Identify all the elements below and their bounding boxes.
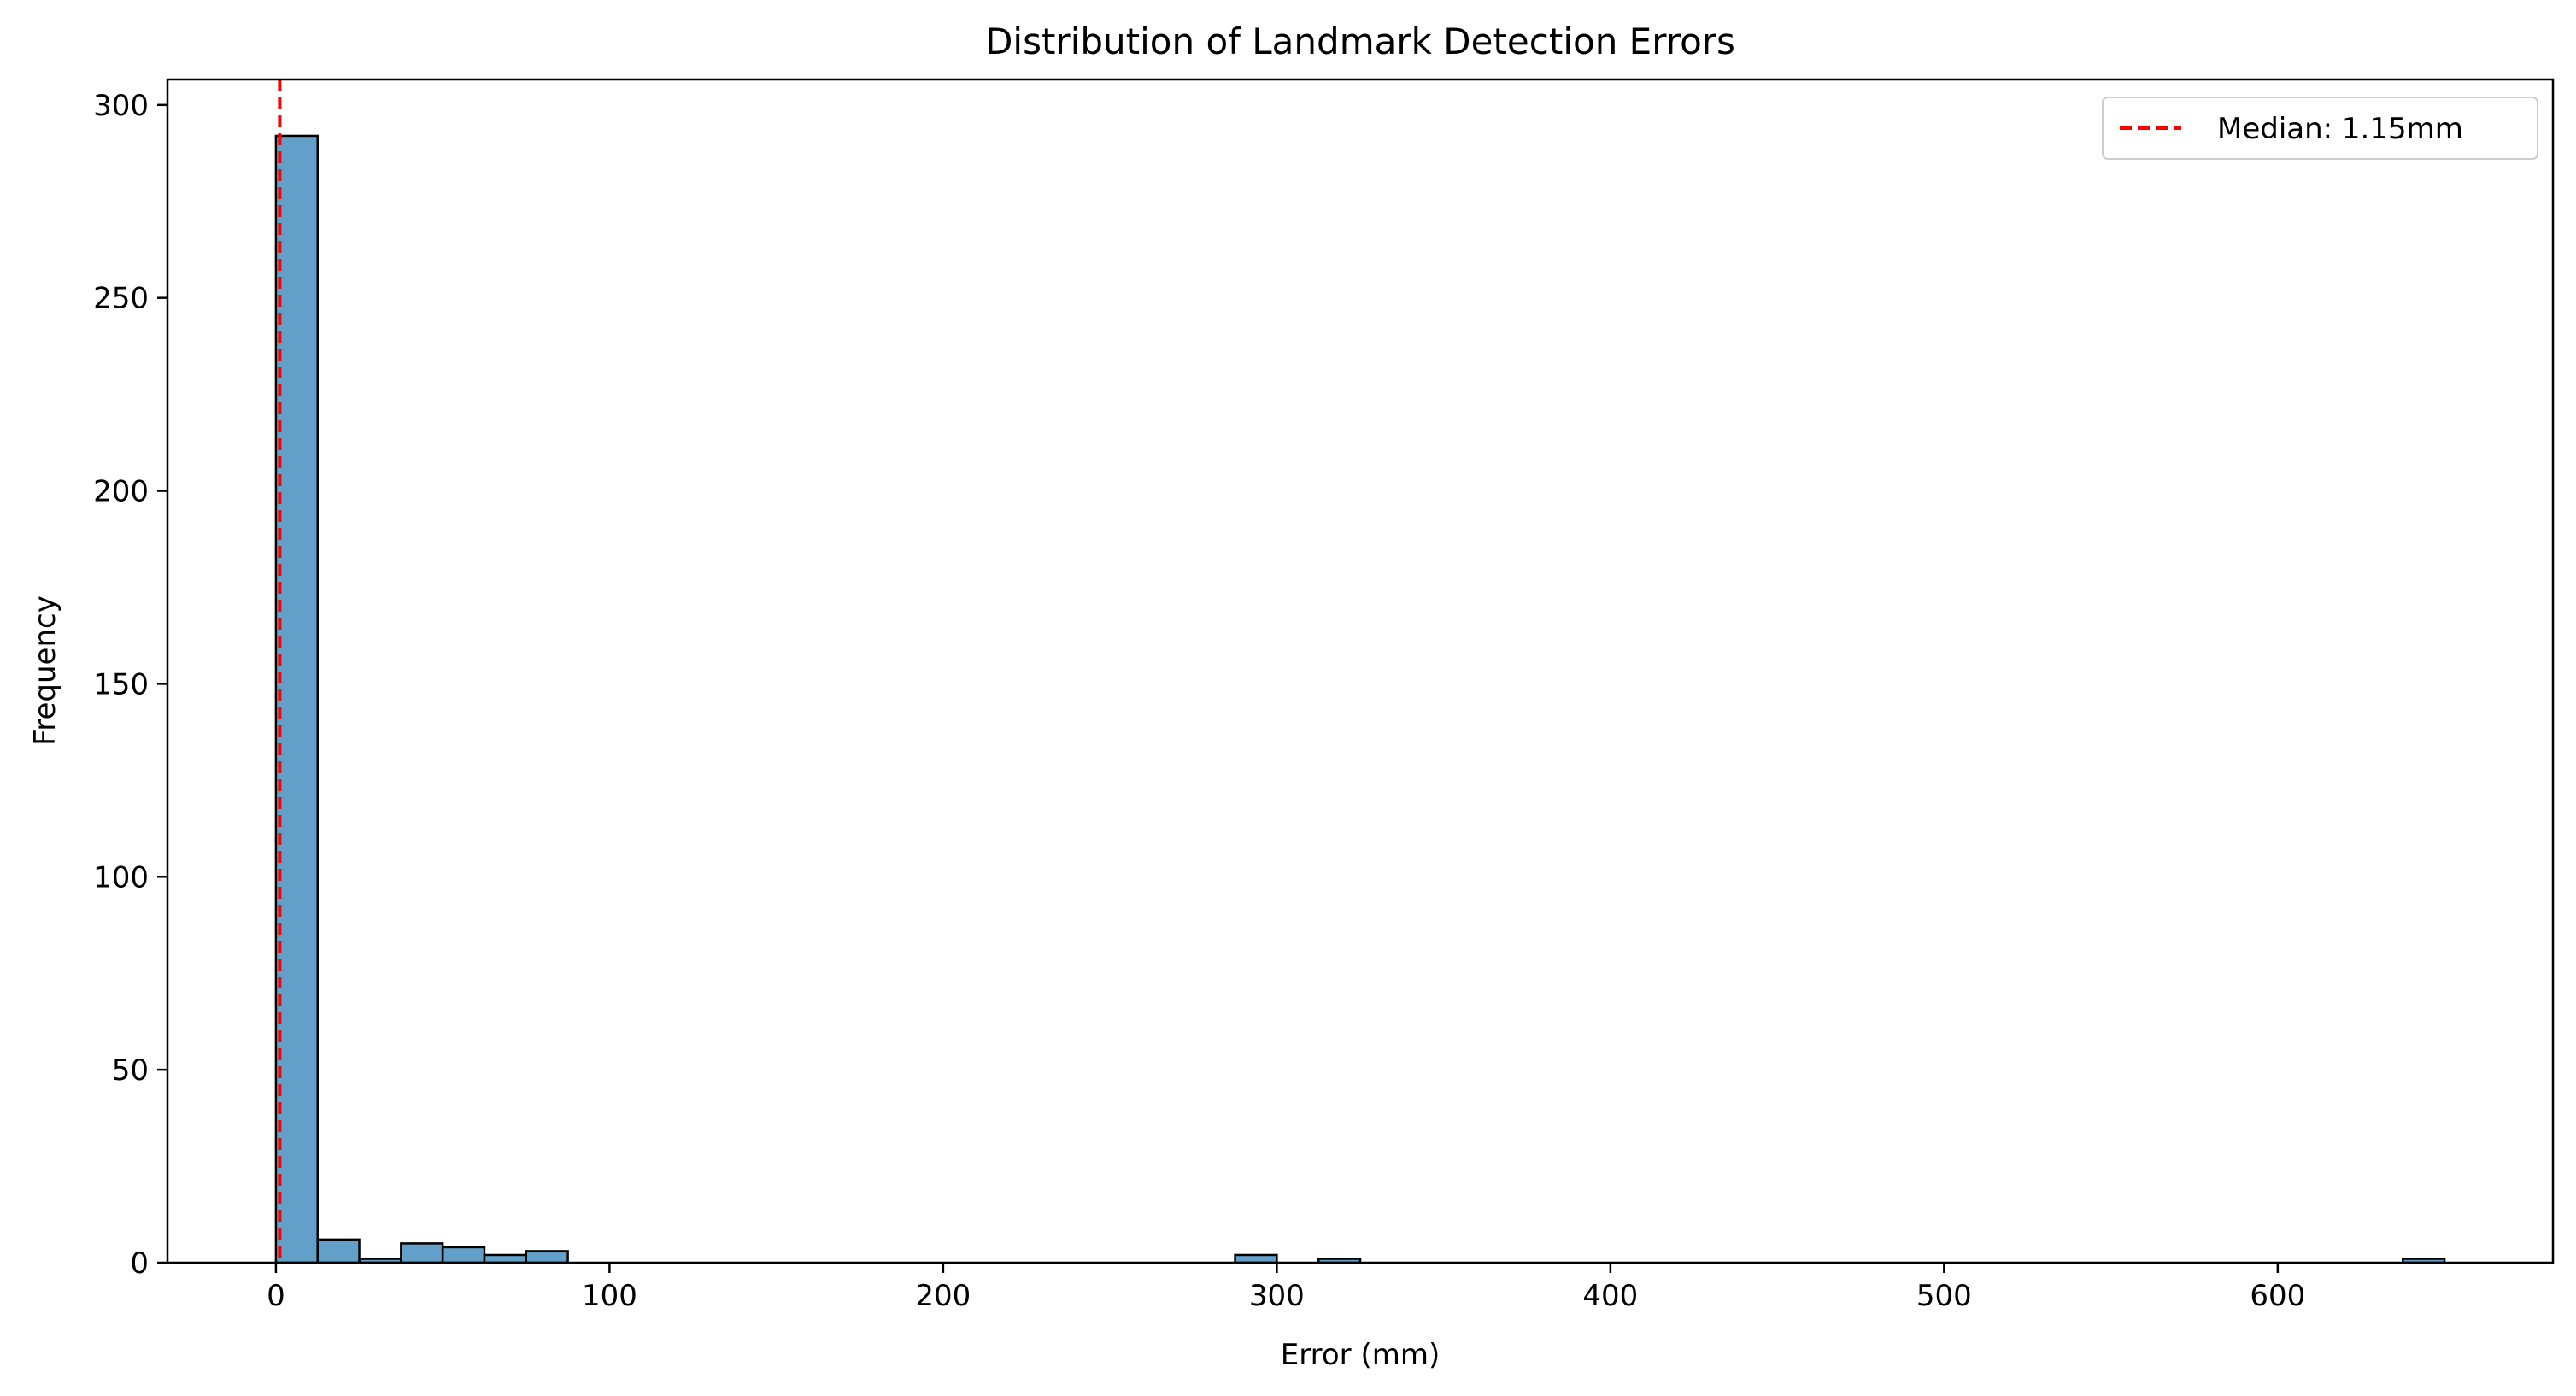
y-tick-label: 50 (112, 1053, 149, 1088)
y-axis-label: Frequency (28, 595, 62, 746)
x-tick-label: 200 (915, 1279, 971, 1313)
x-tick-label: 100 (582, 1279, 637, 1313)
histogram-bar (1234, 1253, 1278, 1264)
y-tick-label: 100 (93, 860, 149, 894)
legend: Median: 1.15mm (2102, 97, 2538, 160)
histogram-bar (274, 134, 319, 1264)
y-tick-label: 250 (93, 282, 149, 316)
histogram-bar (316, 1238, 361, 1264)
histogram-bar (441, 1246, 486, 1264)
x-tick-label: 0 (267, 1279, 285, 1313)
y-tick-label: 150 (93, 667, 149, 701)
legend-median-label: Median: 1.15mm (2217, 112, 2463, 146)
chart-title: Distribution of Landmark Detection Error… (985, 21, 1735, 62)
y-tick-label: 0 (130, 1246, 149, 1281)
x-tick-label: 600 (2250, 1279, 2305, 1313)
x-tick-label: 500 (1916, 1279, 1972, 1313)
histogram-bar (400, 1242, 444, 1264)
bars-group (274, 134, 2446, 1264)
y-tick-label: 200 (93, 475, 149, 509)
histogram-bar (525, 1250, 569, 1264)
x-axis: 0 100 200 300 400 500 600 (267, 1263, 2305, 1313)
y-axis: 0 50 100 150 200 250 300 (93, 89, 167, 1281)
x-tick-label: 300 (1249, 1279, 1305, 1313)
plot-frame (166, 78, 2555, 1264)
x-tick-label: 400 (1582, 1279, 1638, 1313)
histogram-bar (483, 1253, 528, 1264)
y-tick-label: 300 (93, 89, 149, 123)
x-axis-label: Error (mm) (1281, 1338, 1440, 1372)
legend-frame (2102, 97, 2538, 160)
